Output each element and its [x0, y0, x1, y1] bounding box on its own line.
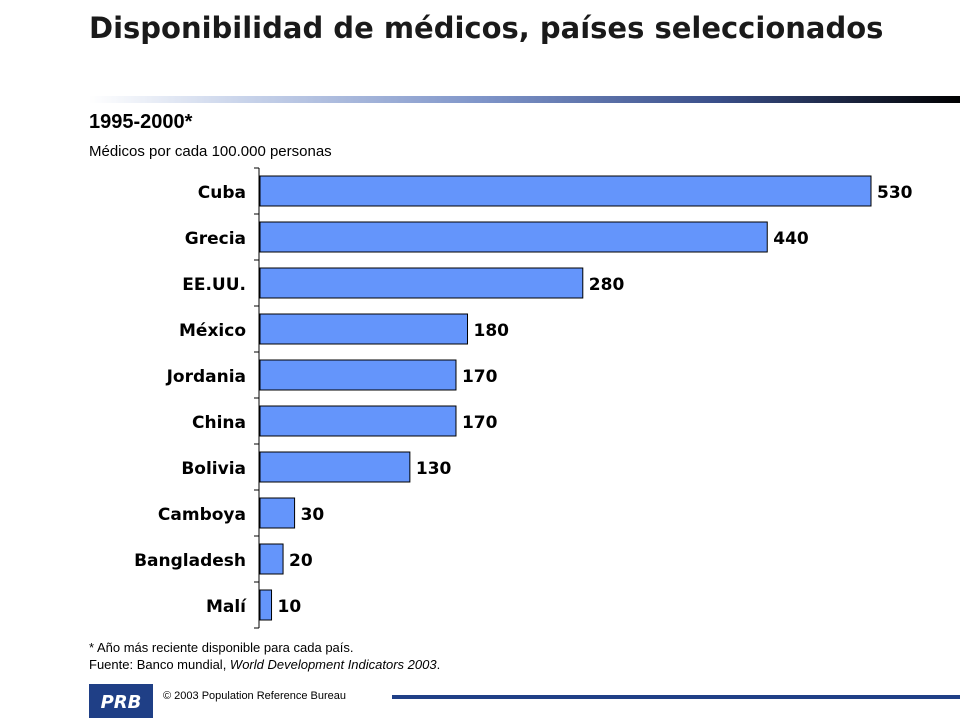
category-label: Bolivia — [181, 459, 246, 479]
chart-footnote: * Año más reciente disponible para cada … — [89, 640, 354, 655]
category-label: Jordania — [166, 367, 246, 387]
prb-logo-icon: PRB — [101, 692, 142, 713]
data-label: 170 — [462, 413, 498, 433]
category-label: Cuba — [198, 183, 246, 203]
bar — [259, 543, 284, 575]
source-title: World Development Indicators 2003 — [229, 657, 437, 672]
page-title: Disponibilidad de médicos, países selecc… — [89, 11, 884, 45]
copyright: © 2003 Population Reference Bureau — [163, 690, 347, 702]
source-prefix: Fuente: Banco mundial, — [89, 657, 230, 672]
bar — [259, 451, 411, 483]
category-label: Camboya — [158, 505, 246, 525]
source-suffix: . — [436, 657, 441, 672]
bar — [259, 313, 469, 345]
data-label: 170 — [462, 367, 498, 387]
data-label: 130 — [416, 459, 452, 479]
category-label: Grecia — [185, 229, 246, 249]
data-label: 180 — [474, 321, 510, 341]
data-label: 20 — [289, 551, 313, 571]
title-divider — [89, 96, 960, 103]
prb-logo: PRB — [89, 684, 153, 718]
bar — [259, 589, 273, 621]
data-label: 10 — [278, 597, 302, 617]
bar — [259, 405, 457, 437]
data-label: 530 — [877, 183, 913, 203]
category-label: EE.UU. — [182, 275, 246, 295]
bar — [259, 359, 457, 391]
footer-divider — [392, 695, 960, 699]
data-label: 30 — [301, 505, 325, 525]
bar — [259, 175, 872, 207]
chart-source: Fuente: Banco mundial, World Development… — [89, 657, 440, 673]
category-label: China — [192, 413, 246, 433]
chart-title: 1995-2000* — [89, 111, 193, 133]
data-label: 280 — [589, 275, 625, 295]
category-label: México — [179, 321, 246, 341]
bar — [259, 221, 768, 253]
logo-text: PRB — [101, 692, 142, 713]
chart-subtitle: Médicos por cada 100.000 personas — [89, 143, 332, 160]
bar — [259, 267, 584, 299]
category-label: Malí — [206, 597, 247, 617]
category-label: Bangladesh — [134, 551, 246, 571]
data-label: 440 — [773, 229, 809, 249]
bar — [259, 497, 296, 529]
